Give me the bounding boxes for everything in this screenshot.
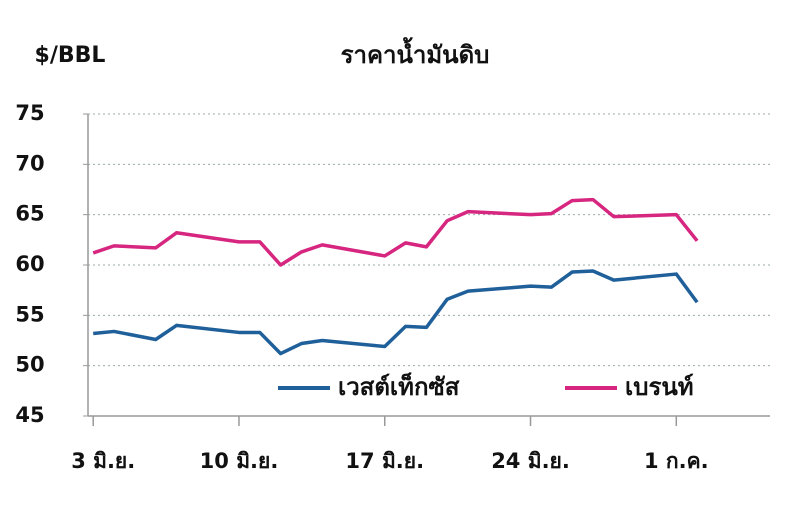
x-tick-label: 3 มิ.ย. xyxy=(71,449,135,473)
y-tick-label: 55 xyxy=(15,302,44,326)
legend-label: เบรนท์ xyxy=(625,373,694,401)
y-tick-label: 45 xyxy=(15,403,44,427)
y-tick-label: 70 xyxy=(15,151,44,175)
y-tick-label: 50 xyxy=(15,353,44,377)
x-tick-label: 10 มิ.ย. xyxy=(200,449,279,473)
y-tick-label: 75 xyxy=(15,101,44,125)
y-axis-label: $/BBL xyxy=(35,43,106,68)
chart-title: ราคาน้ำมันดิบ xyxy=(341,36,490,69)
series-line xyxy=(93,269,699,356)
x-tick-label: 24 มิ.ย. xyxy=(491,449,570,473)
x-tick-label: 17 มิ.ย. xyxy=(345,449,424,473)
series-line xyxy=(92,197,699,267)
x-tick-label: 1 ก.ค. xyxy=(644,449,709,473)
y-tick-label: 60 xyxy=(15,252,44,276)
legend-label: เวสต์เท็กซัส xyxy=(338,372,460,401)
y-tick-label: 65 xyxy=(15,202,44,226)
